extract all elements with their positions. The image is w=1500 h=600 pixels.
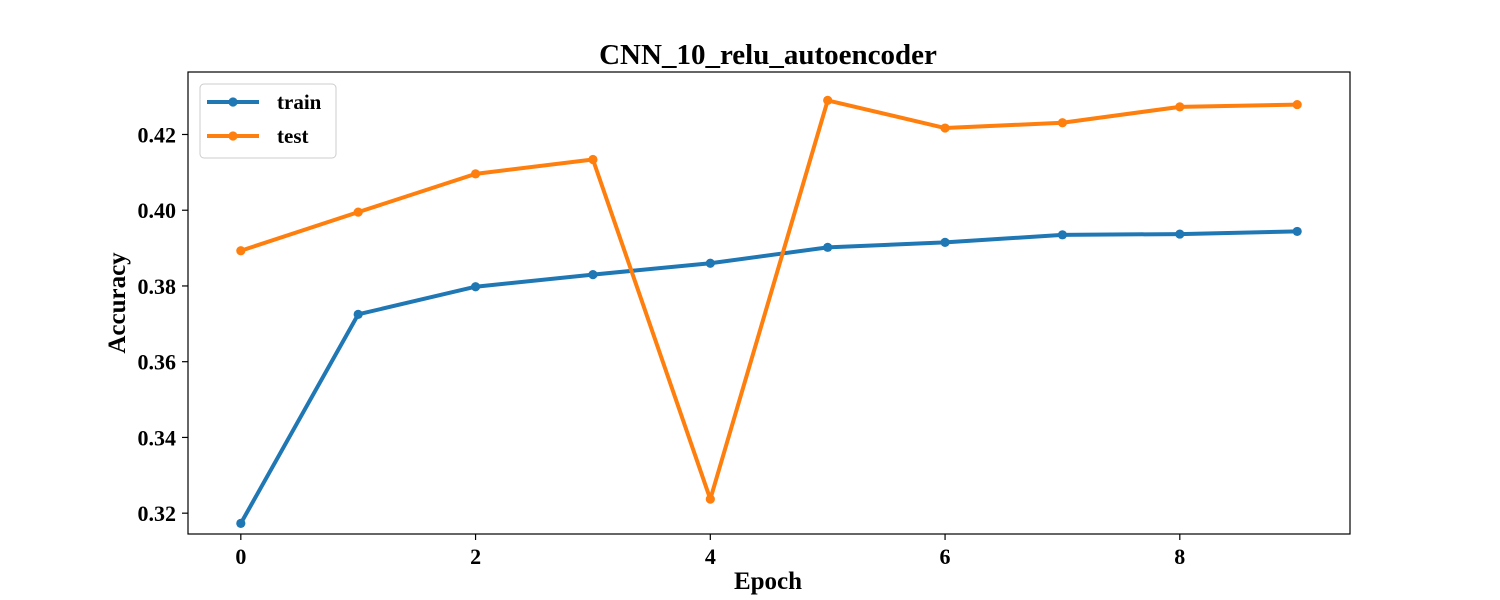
test-point	[470, 169, 481, 179]
y-tick-label: 0.36	[138, 350, 177, 375]
train-point	[236, 518, 246, 528]
test-point	[1292, 99, 1302, 110]
y-tick-label: 0.34	[138, 425, 177, 450]
train-point	[705, 258, 715, 268]
train-point	[823, 242, 833, 252]
test-line	[238, 98, 1300, 502]
legend-train-label: train	[277, 90, 322, 114]
test-point	[823, 95, 833, 106]
train-point	[1057, 230, 1068, 240]
chart-title: CNN_10_relu_autoencoder	[599, 39, 937, 71]
train-point	[353, 309, 363, 319]
train-point	[470, 282, 481, 292]
train-point	[588, 269, 598, 280]
x-axis-ticks: 0 2 4 6 8	[235, 534, 1185, 569]
plot-frame	[187, 71, 1351, 535]
y-axis-ticks: 0.32 0.34 0.36 0.38 0.40 0.42	[138, 122, 188, 526]
x-tick-label: 2	[470, 544, 481, 569]
test-point	[940, 123, 950, 133]
y-tick-label: 0.32	[138, 501, 177, 526]
legend: train test	[199, 83, 337, 159]
legend-train-marker	[228, 97, 238, 107]
series-layer	[236, 95, 1302, 528]
train-series	[236, 226, 1302, 528]
y-axis-label: Accuracy	[104, 252, 131, 354]
y-tick-label: 0.40	[138, 198, 177, 223]
train-point	[1292, 226, 1302, 237]
test-point	[1057, 118, 1068, 128]
x-tick-label: 0	[235, 544, 246, 569]
train-line	[238, 229, 1300, 526]
test-point	[353, 207, 363, 217]
legend-test-marker	[228, 131, 238, 141]
train-point	[940, 237, 950, 248]
test-point	[1175, 102, 1185, 112]
y-tick-label: 0.38	[138, 274, 177, 299]
x-tick-label: 4	[705, 544, 716, 569]
test-point	[705, 494, 715, 504]
test-series	[236, 95, 1302, 504]
test-point	[588, 154, 598, 165]
test-point	[236, 246, 246, 256]
x-axis-label: Epoch	[734, 568, 802, 595]
x-tick-label: 6	[940, 544, 951, 569]
x-tick-label: 8	[1174, 544, 1185, 569]
legend-test-label: test	[277, 124, 308, 148]
y-tick-label: 0.42	[138, 122, 177, 147]
train-point	[1175, 229, 1185, 239]
